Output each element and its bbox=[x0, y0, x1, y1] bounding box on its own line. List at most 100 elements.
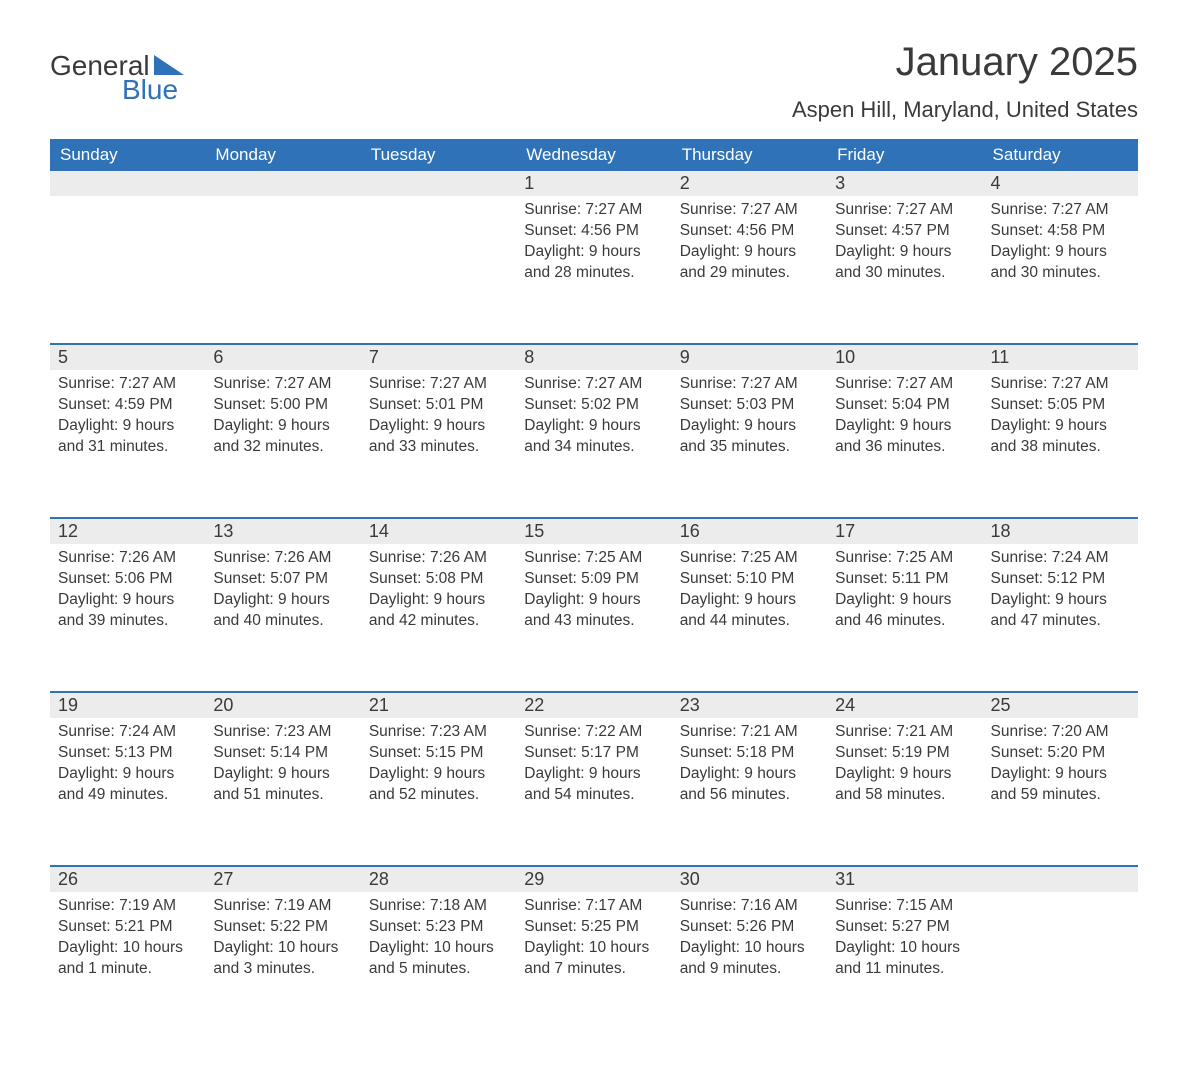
day-cell: Sunrise: 7:27 AMSunset: 5:01 PMDaylight:… bbox=[361, 370, 516, 518]
day-number: 23 bbox=[672, 693, 827, 718]
day-cell: Sunrise: 7:21 AMSunset: 5:19 PMDaylight:… bbox=[827, 718, 982, 866]
col-thursday: Thursday bbox=[672, 139, 827, 171]
day-number: 6 bbox=[205, 345, 360, 370]
daylight-line: Daylight: 9 hours and 30 minutes. bbox=[991, 242, 1130, 284]
day-number-cell: 5 bbox=[50, 345, 205, 370]
day-number: 12 bbox=[50, 519, 205, 544]
day-number-cell: 9 bbox=[672, 345, 827, 370]
day-number: 17 bbox=[827, 519, 982, 544]
sunrise-line: Sunrise: 7:24 AM bbox=[58, 722, 197, 743]
day-details: Sunrise: 7:27 AMSunset: 4:59 PMDaylight:… bbox=[50, 370, 205, 470]
day-cell: Sunrise: 7:19 AMSunset: 5:21 PMDaylight:… bbox=[50, 892, 205, 1040]
sunrise-line: Sunrise: 7:27 AM bbox=[680, 374, 819, 395]
day-details: Sunrise: 7:20 AMSunset: 5:20 PMDaylight:… bbox=[983, 718, 1138, 818]
day-cell: Sunrise: 7:24 AMSunset: 5:12 PMDaylight:… bbox=[983, 544, 1138, 692]
day-number: 15 bbox=[516, 519, 671, 544]
week-body-row: Sunrise: 7:19 AMSunset: 5:21 PMDaylight:… bbox=[50, 892, 1138, 1040]
day-number: 26 bbox=[50, 867, 205, 892]
week-daynum-row: 19202122232425 bbox=[50, 693, 1138, 718]
day-cell: Sunrise: 7:26 AMSunset: 5:06 PMDaylight:… bbox=[50, 544, 205, 692]
week-body-row: Sunrise: 7:27 AMSunset: 4:59 PMDaylight:… bbox=[50, 370, 1138, 518]
day-cell: Sunrise: 7:20 AMSunset: 5:20 PMDaylight:… bbox=[983, 718, 1138, 866]
day-number: 11 bbox=[983, 345, 1138, 370]
daylight-line: Daylight: 9 hours and 43 minutes. bbox=[524, 590, 663, 632]
sunrise-line: Sunrise: 7:27 AM bbox=[991, 200, 1130, 221]
day-details: Sunrise: 7:27 AMSunset: 5:05 PMDaylight:… bbox=[983, 370, 1138, 470]
day-cell: Sunrise: 7:19 AMSunset: 5:22 PMDaylight:… bbox=[205, 892, 360, 1040]
day-details: Sunrise: 7:23 AMSunset: 5:14 PMDaylight:… bbox=[205, 718, 360, 818]
day-number-cell: 27 bbox=[205, 867, 360, 892]
day-details: Sunrise: 7:27 AMSunset: 4:57 PMDaylight:… bbox=[827, 196, 982, 296]
day-number: 28 bbox=[361, 867, 516, 892]
day-details: Sunrise: 7:17 AMSunset: 5:25 PMDaylight:… bbox=[516, 892, 671, 992]
daylight-line: Daylight: 9 hours and 47 minutes. bbox=[991, 590, 1130, 632]
day-number: 31 bbox=[827, 867, 982, 892]
daylight-line: Daylight: 9 hours and 29 minutes. bbox=[680, 242, 819, 284]
day-cell: Sunrise: 7:26 AMSunset: 5:07 PMDaylight:… bbox=[205, 544, 360, 692]
day-number: 25 bbox=[983, 693, 1138, 718]
day-details: Sunrise: 7:27 AMSunset: 5:00 PMDaylight:… bbox=[205, 370, 360, 470]
day-number: 2 bbox=[672, 171, 827, 196]
day-number-cell: 20 bbox=[205, 693, 360, 718]
day-cell: Sunrise: 7:24 AMSunset: 5:13 PMDaylight:… bbox=[50, 718, 205, 866]
sunrise-line: Sunrise: 7:25 AM bbox=[524, 548, 663, 569]
day-number-cell: 12 bbox=[50, 519, 205, 544]
day-number: 7 bbox=[361, 345, 516, 370]
week-daynum-row: 262728293031 bbox=[50, 867, 1138, 892]
day-number-cell: 21 bbox=[361, 693, 516, 718]
day-number: 9 bbox=[672, 345, 827, 370]
sunset-line: Sunset: 5:04 PM bbox=[835, 395, 974, 416]
week-body-row: Sunrise: 7:26 AMSunset: 5:06 PMDaylight:… bbox=[50, 544, 1138, 692]
day-number-cell: 24 bbox=[827, 693, 982, 718]
day-details: Sunrise: 7:24 AMSunset: 5:12 PMDaylight:… bbox=[983, 544, 1138, 644]
day-details: Sunrise: 7:24 AMSunset: 5:13 PMDaylight:… bbox=[50, 718, 205, 818]
sunrise-line: Sunrise: 7:18 AM bbox=[369, 896, 508, 917]
sunset-line: Sunset: 5:26 PM bbox=[680, 917, 819, 938]
sunset-line: Sunset: 5:22 PM bbox=[213, 917, 352, 938]
day-number: 10 bbox=[827, 345, 982, 370]
sunset-line: Sunset: 5:20 PM bbox=[991, 743, 1130, 764]
day-details: Sunrise: 7:25 AMSunset: 5:09 PMDaylight:… bbox=[516, 544, 671, 644]
day-details: Sunrise: 7:21 AMSunset: 5:19 PMDaylight:… bbox=[827, 718, 982, 818]
sunset-line: Sunset: 5:17 PM bbox=[524, 743, 663, 764]
daylight-line: Daylight: 10 hours and 9 minutes. bbox=[680, 938, 819, 980]
daylight-line: Daylight: 9 hours and 59 minutes. bbox=[991, 764, 1130, 806]
sunrise-line: Sunrise: 7:27 AM bbox=[369, 374, 508, 395]
col-monday: Monday bbox=[205, 139, 360, 171]
daylight-line: Daylight: 10 hours and 7 minutes. bbox=[524, 938, 663, 980]
sunset-line: Sunset: 5:00 PM bbox=[213, 395, 352, 416]
day-number: 24 bbox=[827, 693, 982, 718]
sunrise-line: Sunrise: 7:16 AM bbox=[680, 896, 819, 917]
day-cell: Sunrise: 7:27 AMSunset: 4:58 PMDaylight:… bbox=[983, 196, 1138, 344]
col-saturday: Saturday bbox=[983, 139, 1138, 171]
day-number: 3 bbox=[827, 171, 982, 196]
day-number: 14 bbox=[361, 519, 516, 544]
sunset-line: Sunset: 5:14 PM bbox=[213, 743, 352, 764]
day-details: Sunrise: 7:19 AMSunset: 5:22 PMDaylight:… bbox=[205, 892, 360, 992]
day-details: Sunrise: 7:27 AMSunset: 5:02 PMDaylight:… bbox=[516, 370, 671, 470]
day-cell: Sunrise: 7:16 AMSunset: 5:26 PMDaylight:… bbox=[672, 892, 827, 1040]
sunrise-line: Sunrise: 7:26 AM bbox=[369, 548, 508, 569]
day-cell: Sunrise: 7:25 AMSunset: 5:10 PMDaylight:… bbox=[672, 544, 827, 692]
day-cell: Sunrise: 7:27 AMSunset: 5:03 PMDaylight:… bbox=[672, 370, 827, 518]
daylight-line: Daylight: 9 hours and 54 minutes. bbox=[524, 764, 663, 806]
day-cell: Sunrise: 7:23 AMSunset: 5:14 PMDaylight:… bbox=[205, 718, 360, 866]
sunrise-line: Sunrise: 7:27 AM bbox=[835, 200, 974, 221]
day-cell: Sunrise: 7:21 AMSunset: 5:18 PMDaylight:… bbox=[672, 718, 827, 866]
sunset-line: Sunset: 5:02 PM bbox=[524, 395, 663, 416]
daylight-line: Daylight: 9 hours and 33 minutes. bbox=[369, 416, 508, 458]
day-details: Sunrise: 7:26 AMSunset: 5:06 PMDaylight:… bbox=[50, 544, 205, 644]
day-number-cell: 18 bbox=[983, 519, 1138, 544]
day-number: 16 bbox=[672, 519, 827, 544]
sunrise-line: Sunrise: 7:15 AM bbox=[835, 896, 974, 917]
day-cell: Sunrise: 7:27 AMSunset: 4:59 PMDaylight:… bbox=[50, 370, 205, 518]
sunrise-line: Sunrise: 7:23 AM bbox=[213, 722, 352, 743]
day-cell bbox=[50, 196, 205, 344]
daylight-line: Daylight: 9 hours and 30 minutes. bbox=[835, 242, 974, 284]
logo: General Blue bbox=[50, 40, 188, 106]
day-number: 20 bbox=[205, 693, 360, 718]
sunrise-line: Sunrise: 7:27 AM bbox=[524, 374, 663, 395]
sunset-line: Sunset: 5:09 PM bbox=[524, 569, 663, 590]
sunrise-line: Sunrise: 7:27 AM bbox=[213, 374, 352, 395]
sunset-line: Sunset: 5:21 PM bbox=[58, 917, 197, 938]
